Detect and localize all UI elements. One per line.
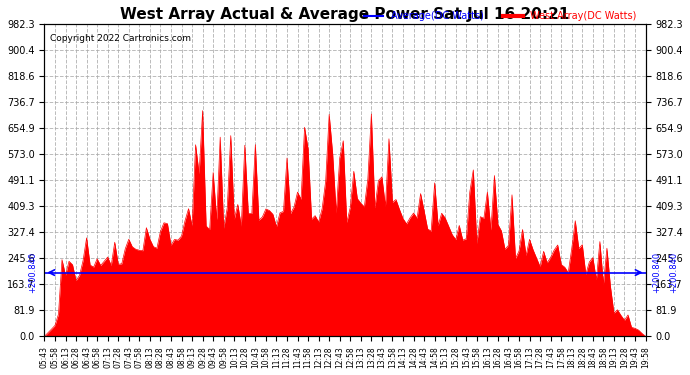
Legend: Average(DC Watts), West Array(DC Watts): Average(DC Watts), West Array(DC Watts): [359, 8, 641, 25]
Text: +200.840: +200.840: [653, 252, 662, 293]
Text: +200.840: +200.840: [28, 252, 37, 293]
Text: +200.840: +200.840: [669, 252, 679, 293]
Title: West Array Actual & Average Power Sat Jul 16 20:21: West Array Actual & Average Power Sat Ju…: [120, 7, 570, 22]
Text: Copyright 2022 Cartronics.com: Copyright 2022 Cartronics.com: [50, 34, 191, 43]
